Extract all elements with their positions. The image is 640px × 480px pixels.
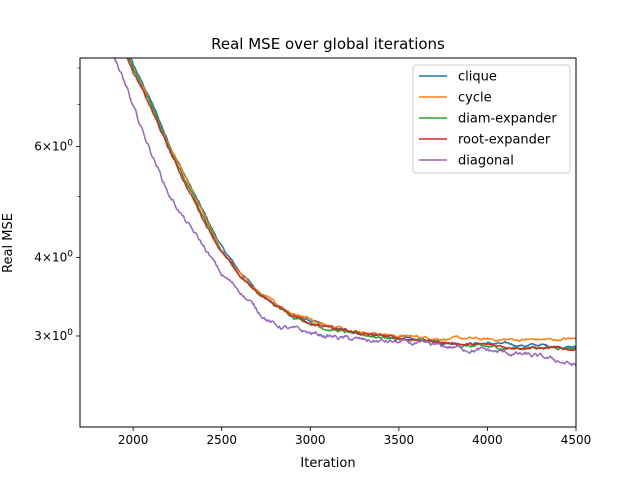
plot-frame xyxy=(79,57,577,428)
y-tick-label: 4×100 xyxy=(34,249,73,264)
legend-box xyxy=(412,64,571,174)
x-tick-label: 2000 xyxy=(118,433,149,447)
x-axis-label: Iteration xyxy=(300,456,355,471)
y-tick-label: 3×100 xyxy=(34,328,73,343)
legend-label-cycle: cycle xyxy=(458,91,492,106)
x-tick-label: 4500 xyxy=(561,433,592,447)
x-tick-label: 2500 xyxy=(206,433,237,447)
legend: clique cycle diam-expander root-expander dia… xyxy=(412,64,571,174)
x-tick-label: 3000 xyxy=(295,433,326,447)
series-line-diagonal xyxy=(113,58,576,367)
x-tick-label: 3500 xyxy=(384,433,415,447)
legend-label-diam-expander: diam-expander xyxy=(458,112,557,127)
y-axis-label: Real MSE xyxy=(1,213,16,273)
legend-label-diagonal: diagonal xyxy=(458,154,514,169)
y-tick-label: 6×100 xyxy=(34,139,73,154)
y-axis: 3×100 4×100 6×100 xyxy=(34,67,80,343)
legend-label-root-expander: root-expander xyxy=(458,133,551,148)
x-tick-label: 4000 xyxy=(472,433,503,447)
x-axis: 2000 2500 3000 3500 4000 4500 xyxy=(118,427,591,447)
legend-label-clique: clique xyxy=(458,70,497,85)
chart-title: Real MSE over global iterations xyxy=(211,35,445,53)
series-line-diam-expander xyxy=(127,58,576,351)
series-layer xyxy=(113,58,576,367)
series-line-root-expander xyxy=(126,58,576,352)
